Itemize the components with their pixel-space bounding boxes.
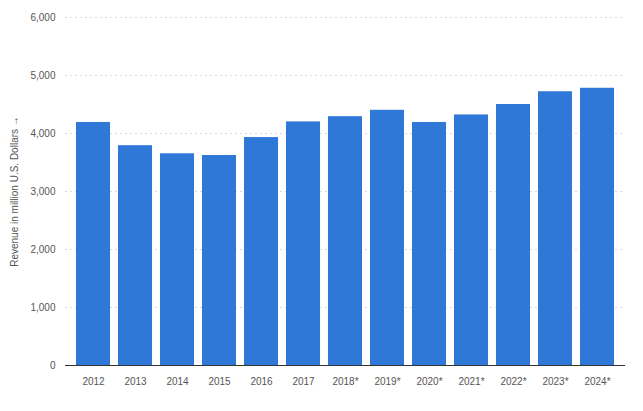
svg-text:2020*: 2020* bbox=[416, 376, 442, 387]
svg-text:2022*: 2022* bbox=[500, 376, 526, 387]
svg-text:4,000: 4,000 bbox=[30, 128, 55, 139]
svg-text:2014: 2014 bbox=[166, 376, 189, 387]
svg-text:1,000: 1,000 bbox=[30, 302, 55, 313]
svg-text:2018*: 2018* bbox=[332, 376, 358, 387]
svg-text:2016: 2016 bbox=[250, 376, 273, 387]
svg-text:2021*: 2021* bbox=[458, 376, 484, 387]
svg-text:2019*: 2019* bbox=[374, 376, 400, 387]
svg-text:5,000: 5,000 bbox=[30, 70, 55, 81]
svg-text:0: 0 bbox=[50, 360, 56, 371]
svg-text:2024*: 2024* bbox=[584, 376, 610, 387]
svg-text:2015: 2015 bbox=[208, 376, 231, 387]
svg-text:2012: 2012 bbox=[82, 376, 105, 387]
svg-text:3,000: 3,000 bbox=[30, 186, 55, 197]
svg-text:Revenue in million U.S. Dollar: Revenue in million U.S. Dollars → bbox=[9, 116, 20, 267]
svg-text:2023*: 2023* bbox=[542, 376, 568, 387]
svg-text:6,000: 6,000 bbox=[30, 12, 55, 23]
svg-text:2017: 2017 bbox=[292, 376, 315, 387]
svg-text:2013: 2013 bbox=[124, 376, 147, 387]
svg-text:2,000: 2,000 bbox=[30, 244, 55, 255]
